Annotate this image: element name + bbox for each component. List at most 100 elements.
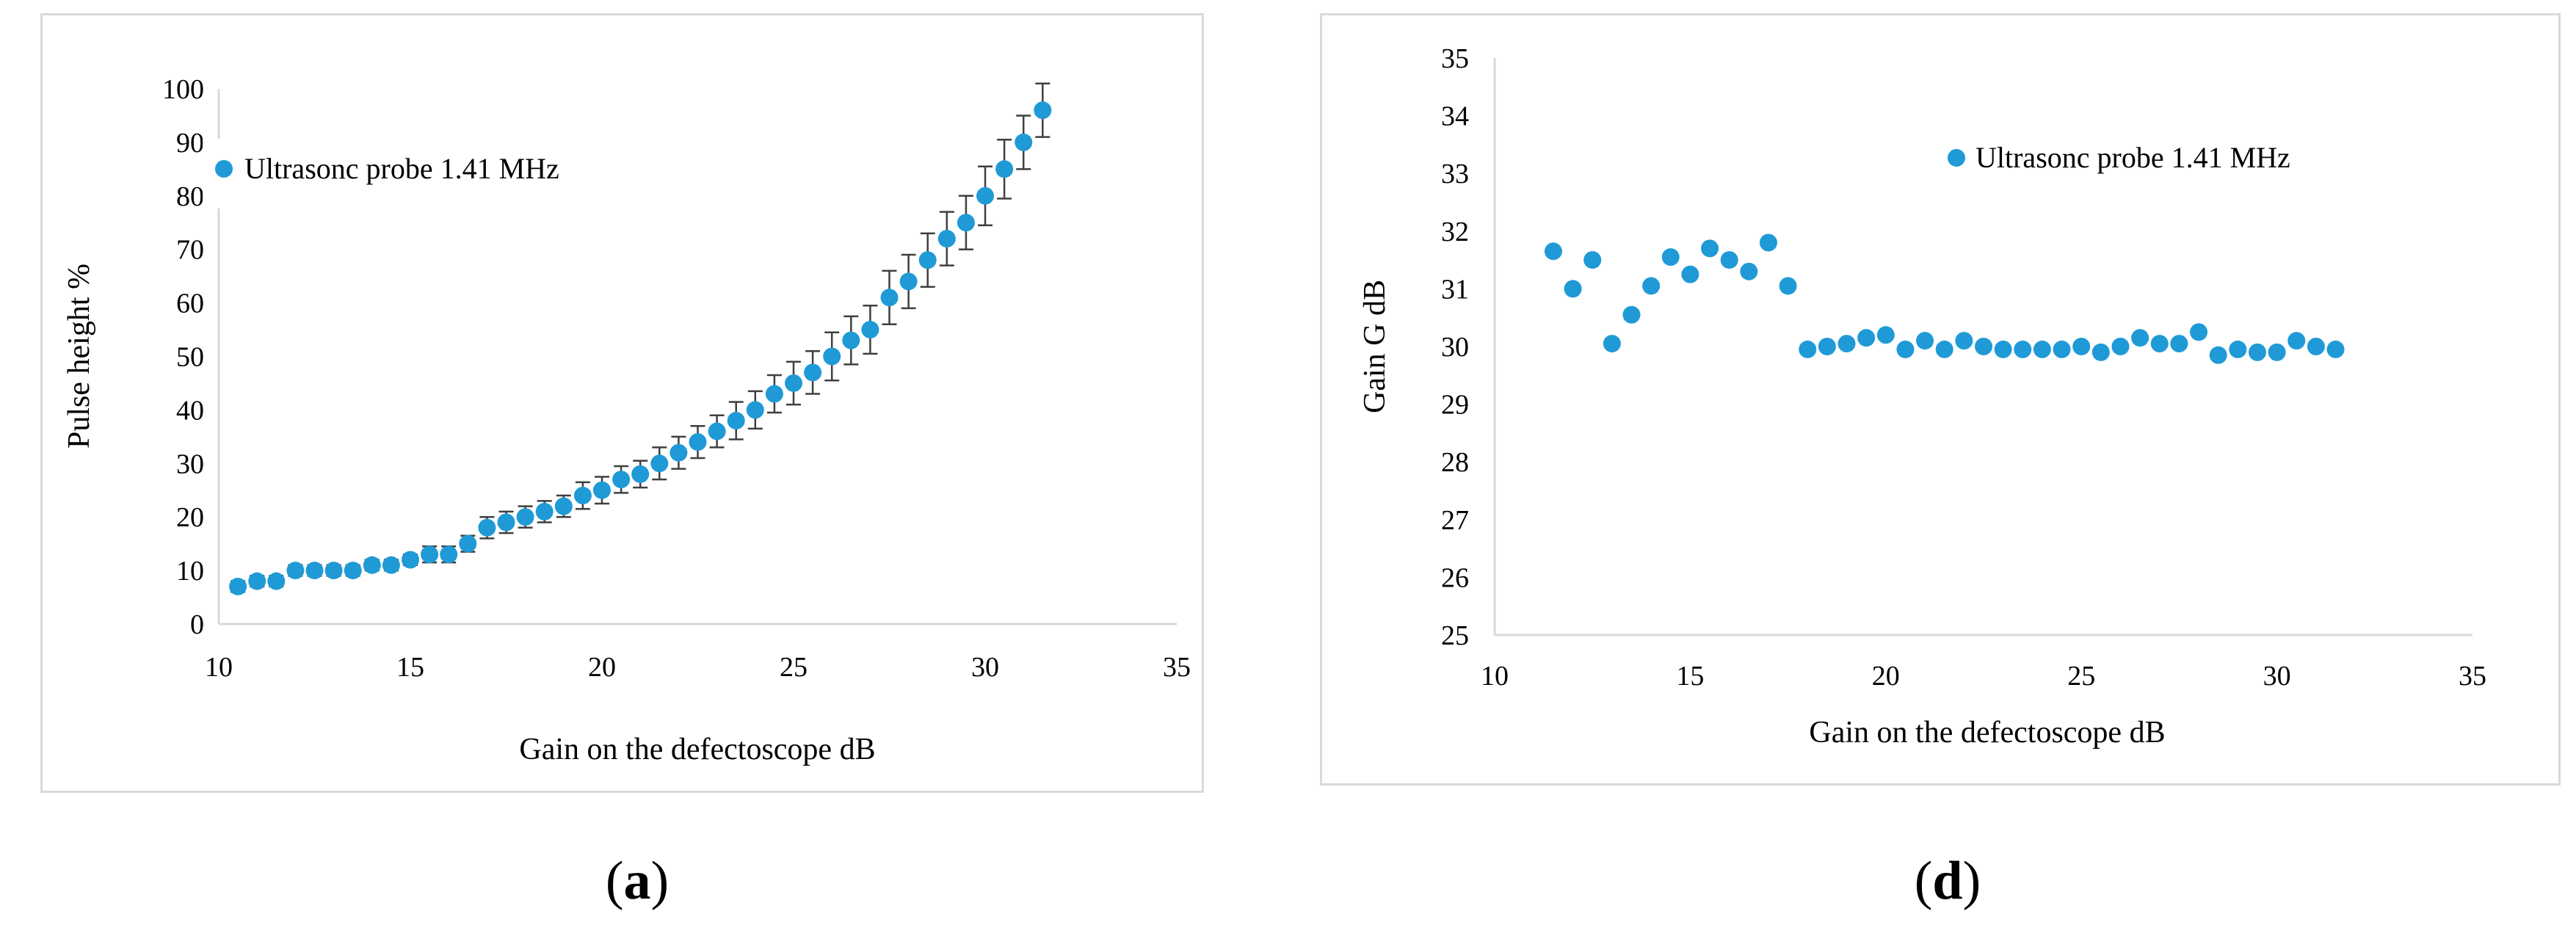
chart-d-svg: 10 15 20 25 30 35 25 26 27 28 29 30 31 32 33 34 35 Gain o… — [1358, 43, 2486, 750]
data-point-a — [402, 551, 419, 569]
legend-label-d: Ultrasonc probe 1.41 MHz — [1975, 141, 2290, 174]
x-tick-label-d: 25 — [2067, 661, 2095, 692]
data-point-a — [459, 534, 477, 553]
data-point-d — [1564, 280, 1582, 298]
data-point-d — [1994, 340, 2012, 358]
data-point-d — [2268, 343, 2286, 361]
data-point-a — [899, 272, 918, 291]
caption-a: (a) — [564, 850, 711, 913]
y-tick-label-a: 80 — [176, 181, 204, 212]
data-point-d — [1935, 340, 1953, 358]
data-point-a — [573, 487, 592, 505]
data-point-d — [1837, 335, 1856, 353]
data-point-a — [650, 454, 669, 473]
data-point-d — [1916, 332, 1934, 350]
data-point-a — [995, 160, 1014, 178]
y-tick-label-d: 31 — [1441, 274, 1469, 305]
data-point-d — [1876, 326, 1895, 344]
data-point-a — [765, 385, 783, 403]
x-tick-label-a: 15 — [396, 652, 424, 683]
x-tick-label-d: 20 — [1872, 661, 1900, 692]
chart-panel-a: 10 15 20 25 30 35 0 10 20 30 40 50 60 70 80 90 100 Gain o… — [40, 13, 1204, 793]
data-point-d — [1955, 332, 1973, 350]
data-point-a — [440, 545, 458, 564]
data-point-d — [1544, 242, 1562, 261]
data-point-d — [1701, 239, 1719, 258]
y-tick-label-d: 34 — [1441, 101, 1469, 132]
data-point-d — [1720, 251, 1738, 269]
y-tick-label-a: 10 — [176, 556, 204, 587]
data-point-d — [1661, 248, 1680, 266]
x-tick-label-a: 25 — [780, 652, 808, 683]
chart-panel-d: 10 15 20 25 30 35 25 26 27 28 29 30 31 32 33 34 35 Gain o… — [1320, 13, 2561, 786]
x-tick-label-d: 35 — [2459, 661, 2486, 692]
data-point-a — [267, 572, 286, 590]
data-point-a — [708, 422, 726, 440]
data-point-a — [497, 513, 515, 532]
y-tick-label-d: 30 — [1441, 332, 1469, 363]
data-point-d — [2209, 346, 2227, 364]
data-point-a — [1034, 101, 1052, 120]
data-point-a — [1015, 133, 1033, 151]
data-point-a — [229, 577, 247, 595]
legend-marker-a — [215, 160, 233, 178]
data-point-a — [286, 562, 305, 580]
caption-a-letter: a — [623, 851, 651, 911]
data-point-d — [2190, 323, 2208, 341]
caption-a-open: ( — [605, 851, 624, 911]
y-tick-label-d: 28 — [1441, 447, 1469, 478]
y-tick-label-a: 100 — [162, 74, 204, 105]
data-point-d — [2091, 343, 2110, 361]
data-point-a — [937, 230, 956, 248]
data-point-d — [1642, 277, 1661, 295]
x-tick-label-d: 15 — [1676, 661, 1704, 692]
data-point-a — [727, 411, 745, 429]
y-tick-label-d: 29 — [1441, 390, 1469, 421]
x-tick-label-a: 10 — [205, 652, 233, 683]
caption-d-close: ) — [1962, 851, 1981, 911]
data-point-d — [2326, 340, 2345, 358]
data-point-a — [324, 562, 343, 580]
x-axis-title-d: Gain on the defectoscope dB — [1809, 716, 2165, 750]
x-tick-label-a: 30 — [971, 652, 999, 683]
y-tick-label-a: 0 — [190, 609, 204, 640]
data-point-a — [535, 502, 554, 520]
data-point-a — [918, 251, 937, 269]
legend-label-a: Ultrasonc probe 1.41 MHz — [244, 152, 559, 185]
data-point-a — [842, 331, 860, 349]
legend-box-a — [203, 139, 702, 208]
data-point-d — [2307, 338, 2325, 355]
data-point-a — [880, 289, 899, 307]
caption-d: (d) — [1874, 850, 2021, 913]
y-tick-label-a: 30 — [176, 449, 204, 479]
data-point-d — [1603, 335, 1621, 353]
data-point-a — [382, 556, 400, 574]
data-point-a — [478, 518, 496, 537]
y-tick-label-d: 26 — [1441, 562, 1469, 593]
x-axis-title-a: Gain on the defectoscope dB — [519, 733, 875, 766]
y-axis-title-d: Gain G dB — [1358, 280, 1392, 413]
legend-marker-d — [1948, 149, 1965, 167]
data-point-a — [363, 556, 381, 574]
x-tick-label-d: 10 — [1481, 661, 1509, 692]
data-point-d — [2170, 335, 2188, 353]
data-point-a — [305, 562, 324, 580]
y-tick-label-d: 32 — [1441, 217, 1469, 247]
data-point-d — [1975, 338, 1992, 355]
y-tick-label-d: 33 — [1441, 159, 1469, 189]
x-tick-label-a: 20 — [588, 652, 616, 683]
data-point-d — [2053, 340, 2071, 358]
data-point-d — [1681, 265, 1699, 283]
y-tick-label-a: 40 — [176, 395, 204, 426]
data-point-d — [1818, 338, 1836, 355]
x-tick-label-a: 35 — [1163, 652, 1191, 683]
caption-d-open: ( — [1914, 851, 1933, 911]
y-tick-label-d: 35 — [1441, 43, 1469, 74]
y-tick-label-a: 20 — [176, 502, 204, 533]
data-point-d — [2150, 335, 2169, 353]
data-point-a — [746, 401, 764, 419]
data-point-a — [823, 347, 841, 366]
data-point-a — [516, 508, 534, 526]
data-point-a — [631, 465, 650, 483]
